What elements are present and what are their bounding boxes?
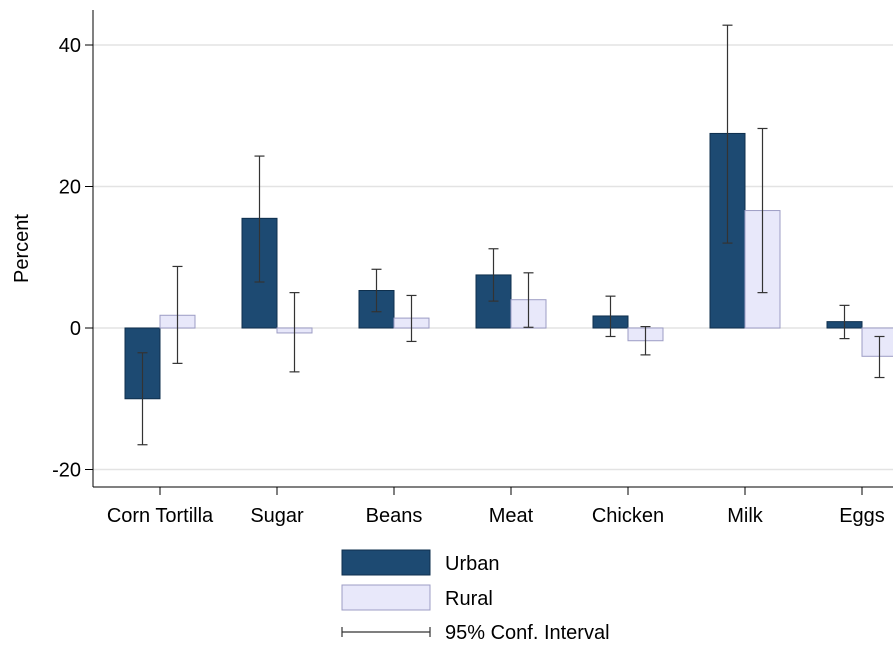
ci-whisker <box>605 295 616 338</box>
confidence-intervals <box>137 24 885 446</box>
ci-whisker <box>371 268 382 313</box>
bar-rural <box>861 327 893 357</box>
legend-item-urban: Urban <box>341 549 499 576</box>
ci-whisker <box>137 352 148 446</box>
x-tick-label: Chicken <box>592 505 664 527</box>
legend-label: Urban <box>445 553 499 575</box>
legend-item-ci: 95% Conf. Interval <box>341 622 610 644</box>
x-tick-label: Corn Tortilla <box>107 505 214 527</box>
legend-label: Rural <box>445 588 493 610</box>
ci-whisker <box>289 292 300 373</box>
ci-whisker <box>254 155 265 283</box>
ci-whisker <box>523 272 534 328</box>
y-tick-label: 0 <box>70 318 81 340</box>
legend-swatch <box>341 549 431 576</box>
legend-label: 95% Conf. Interval <box>445 622 610 644</box>
ci-whisker <box>640 325 651 356</box>
bars <box>124 132 893 400</box>
ci-whisker <box>757 127 768 294</box>
ci-whisker <box>488 248 499 302</box>
legend-swatch <box>341 584 431 611</box>
ci-whisker <box>839 304 850 340</box>
x-tick-label: Sugar <box>250 505 304 527</box>
legend-item-rural: Rural <box>341 584 493 611</box>
ci-whisker <box>172 265 183 364</box>
x-tick-label: Beans <box>366 505 423 527</box>
y-tick-label: 40 <box>59 35 81 57</box>
y-tick-label: -20 <box>52 460 81 482</box>
y-tick-label: 20 <box>59 177 81 199</box>
x-tick-label: Milk <box>727 505 764 527</box>
ci-whisker <box>406 294 417 343</box>
y-axis-title: Percent <box>11 214 33 283</box>
x-tick-label: Meat <box>489 505 534 527</box>
x-tick-label: Eggs <box>839 505 885 527</box>
axes: -20 0 20 40 Percent Corn Tortilla Sugar Beans Me… <box>11 10 893 527</box>
legend: Urban Rural 95% Conf. Interval <box>341 549 610 644</box>
ci-whisker <box>722 24 733 244</box>
ci-whisker <box>874 335 885 379</box>
